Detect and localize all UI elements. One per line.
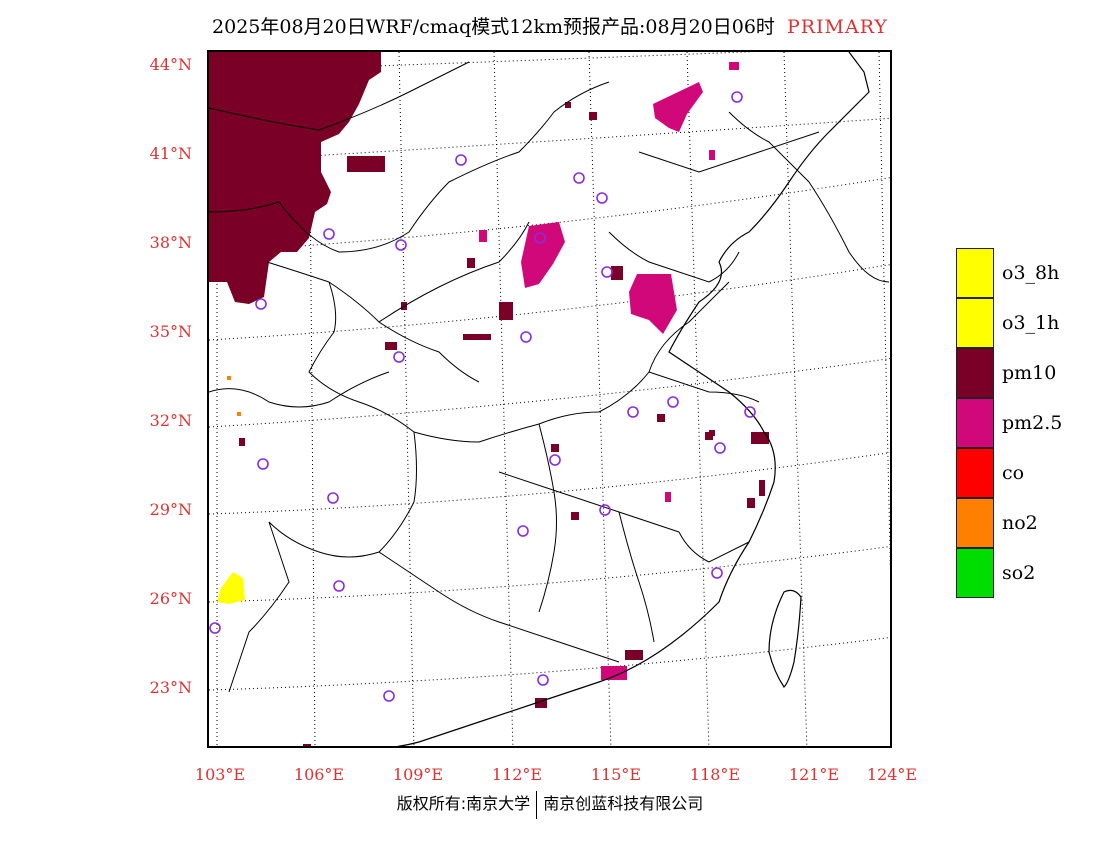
pm10-patch (347, 156, 385, 172)
pm10-region-northwest (209, 52, 381, 304)
lon-label-124: 124°E (866, 765, 918, 784)
copyright-left: 版权所有:南京大学 (396, 794, 531, 813)
lat-label-29: 29°N (149, 500, 192, 519)
o3-patch (217, 572, 245, 604)
station-marker (744, 406, 756, 418)
legend-swatch-o3-1h (956, 298, 994, 348)
map-panel[interactable] (207, 50, 892, 748)
no2-dot (237, 412, 241, 416)
pm25-patch-south (601, 666, 627, 680)
lat-label-26: 26°N (149, 589, 192, 608)
copyright-divider (536, 790, 538, 819)
station-marker (549, 454, 561, 466)
station-marker (517, 525, 529, 537)
taiwan-island (768, 589, 802, 688)
lat-label-38: 38°N (149, 233, 192, 252)
station-marker (327, 492, 339, 504)
primary-tag: PRIMARY (786, 16, 888, 38)
legend-swatch-no2 (956, 498, 994, 548)
station-marker (537, 674, 549, 686)
station-marker (731, 91, 743, 103)
legend-label-so2: so2 (1002, 562, 1036, 584)
lon-label-115: 115°E (590, 765, 642, 784)
legend-swatch-pm25 (956, 398, 994, 448)
legend-swatch-so2 (956, 548, 994, 598)
pm25-patch-northeast (653, 82, 703, 132)
station-marker (596, 192, 608, 204)
no2-dot (227, 376, 231, 380)
station-marker (323, 228, 335, 240)
lon-label-106: 106°E (293, 765, 345, 784)
lon-label-121: 121°E (788, 765, 840, 784)
station-marker (520, 331, 532, 343)
station-marker (333, 580, 345, 592)
station-marker (255, 298, 267, 310)
legend-label-pm10: pm10 (1002, 362, 1057, 384)
pm25-patch-small (729, 62, 739, 70)
lat-label-44: 44°N (149, 55, 192, 74)
station-marker (395, 239, 407, 251)
legend-label-no2: no2 (1002, 512, 1038, 534)
station-marker (711, 567, 723, 579)
province-boundaries (209, 61, 890, 693)
lon-label-109: 109°E (392, 765, 444, 784)
lon-label-118: 118°E (689, 765, 741, 784)
lat-label-32: 32°N (149, 411, 192, 430)
legend-swatch-o3-8h (956, 248, 994, 298)
pm25-patch-small (665, 492, 671, 502)
legend-label-co: co (1002, 462, 1025, 484)
legend-label-o3-1h: o3_1h (1002, 312, 1060, 334)
map-canvas (209, 52, 890, 746)
pm25-patch-small (479, 230, 487, 242)
station-marker (393, 351, 405, 363)
legend-swatch-co (956, 448, 994, 498)
lon-label-112: 112°E (491, 765, 543, 784)
station-marker (573, 172, 585, 184)
legend-label-pm25: pm2.5 (1002, 412, 1063, 434)
station-marker (667, 396, 679, 408)
station-marker (455, 154, 467, 166)
lat-label-35: 35°N (149, 322, 192, 341)
lon-label-103: 103°E (194, 765, 246, 784)
legend-swatch-pm10 (956, 348, 994, 398)
copyright-footer: 版权所有:南京大学 南京创蓝科技有限公司 (0, 790, 1100, 819)
station-marker (209, 622, 221, 634)
station-marker (627, 406, 639, 418)
lat-label-23: 23°N (149, 678, 192, 697)
pm25-patch-shandong (629, 274, 677, 334)
station-marker (601, 266, 613, 278)
coastline (396, 52, 870, 746)
station-marker (599, 504, 611, 516)
copyright-right: 南京创蓝科技有限公司 (543, 794, 704, 813)
map-title: 2025年08月20日WRF/cmaq模式12km预报产品:08月20日06时 P… (0, 12, 1100, 39)
station-marker (383, 690, 395, 702)
title-text: 2025年08月20日WRF/cmaq模式12km预报产品:08月20日06时 (212, 16, 775, 38)
legend-label-o3-8h: o3_8h (1002, 262, 1060, 284)
station-marker (257, 458, 269, 470)
station-markers (209, 91, 756, 702)
pm25-patch-shanxi (521, 222, 565, 288)
pm25-patch-small (709, 150, 715, 160)
station-marker (534, 232, 546, 244)
station-marker (714, 442, 726, 454)
lat-label-41: 41°N (149, 144, 192, 163)
